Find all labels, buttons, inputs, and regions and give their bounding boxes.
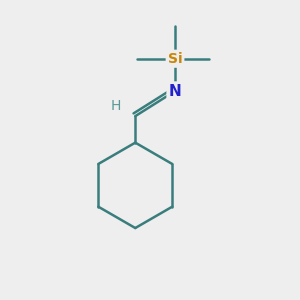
Text: Si: Si: [168, 52, 182, 66]
Text: H: H: [111, 99, 121, 113]
Text: N: N: [169, 84, 182, 99]
